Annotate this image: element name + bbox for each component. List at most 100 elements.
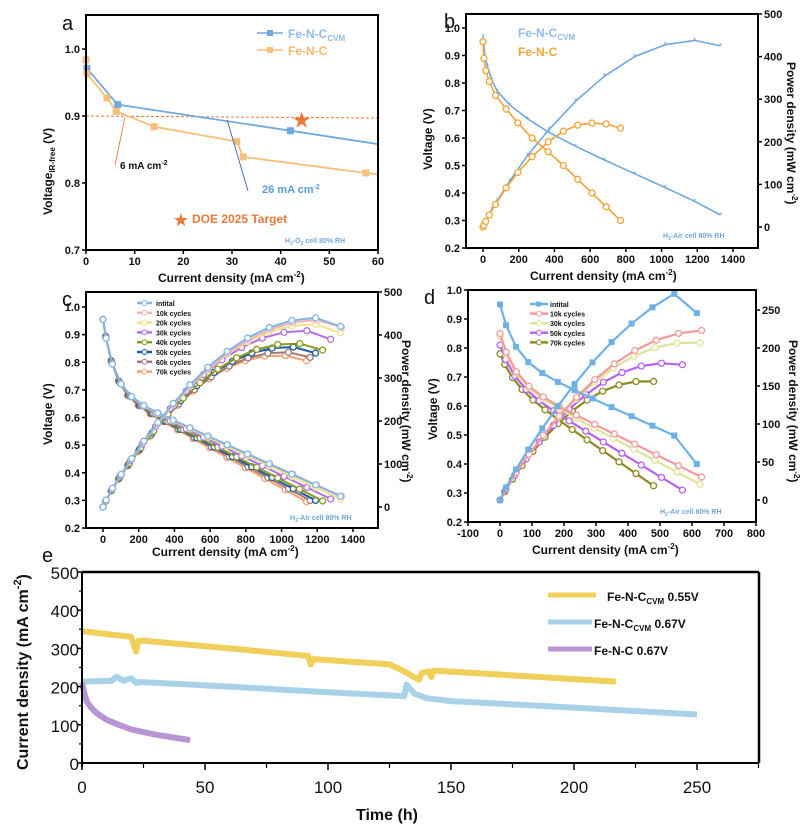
panel-label-b: b — [444, 11, 455, 33]
c-y-tick-label: 0.7 — [65, 385, 80, 397]
d-x-tick-label: 400 — [619, 528, 637, 540]
d-series-intital-power-marker — [628, 320, 635, 327]
d-series-intital-voltage-marker — [571, 387, 578, 394]
d-series-50k-cycles-voltage-marker — [618, 449, 626, 457]
d-x-tick-label: 800 — [747, 528, 765, 540]
c-x-tick-label: 800 — [237, 534, 255, 546]
c-series-intital-power-marker — [186, 381, 194, 389]
b-series-fenc-voltage-marker — [502, 105, 510, 113]
d-series-intital-power-marker — [671, 290, 678, 297]
b-y-tick-label: 0.9 — [445, 51, 460, 63]
c-series-intital-power-marker — [140, 437, 148, 445]
c-legend-marker — [141, 349, 148, 355]
d-x-tick-label: 500 — [651, 528, 669, 540]
d-series-70k-cycles-voltage-marker — [632, 469, 640, 478]
c-series-30k-cycles-voltage-marker — [303, 483, 311, 492]
c-y-tick-label: 0.5 — [65, 440, 80, 452]
b-y-tick-label: 0.5 — [445, 161, 460, 173]
c-series-intital-voltage-marker — [117, 380, 125, 388]
d-series-intital-voltage-marker — [525, 359, 532, 366]
e-x-axis-label: Time (h) — [356, 807, 418, 824]
b-series-cvm-voltage-marker: * — [508, 101, 511, 110]
d-legend-label: 70k cycles — [550, 340, 585, 347]
b-y-axis-label: Voltage (V) — [421, 108, 435, 170]
d-series-50k-cycles-voltage-marker — [599, 438, 608, 446]
c-y-axis-label: Voltage (V) — [41, 383, 55, 445]
b-y2-axis-label: Power density (mW cm-2) — [784, 62, 799, 205]
c-series-intital-power-marker — [99, 503, 107, 511]
c-series-intital-power-marker — [243, 334, 252, 342]
d-series-70k-cycles-power-marker — [615, 381, 623, 389]
b-y2-tick-label: 500 — [764, 9, 782, 21]
c-legend-marker — [141, 309, 148, 316]
b-series-fenc-voltage-marker — [573, 175, 582, 183]
d-series-intital-voltage-marker — [589, 395, 596, 402]
d-series-10k-cycles-voltage-marker — [591, 420, 599, 429]
c-x-tick-label: 1000 — [269, 534, 293, 546]
b-series-fenc-voltage-marker — [602, 203, 610, 211]
d-series-10k-cycles-voltage-marker — [674, 462, 683, 470]
e-x-tick-label: 250 — [683, 778, 711, 797]
b-x-tick-label: 1000 — [649, 254, 673, 266]
c-series-intital-voltage-marker — [312, 481, 320, 489]
b-y2-tick-label: 100 — [764, 179, 782, 191]
b-y-tick-label: 0.2 — [445, 243, 460, 255]
d-series-10k-cycles-voltage-marker — [512, 368, 521, 376]
b-x-tick-label: 0 — [480, 254, 486, 266]
panel-label-a: a — [62, 13, 74, 35]
d-series-10k-cycles-voltage-marker — [525, 382, 533, 390]
e-y-tick-label: 200 — [51, 679, 79, 698]
d-series-intital-power-marker — [649, 304, 656, 311]
d-legend-label: intital — [550, 302, 569, 309]
d-x-tick-label: 300 — [587, 528, 605, 540]
e-y-tick-label: 300 — [51, 640, 79, 659]
c-series-intital-voltage-marker — [336, 492, 345, 500]
c-series-intital-voltage-marker — [223, 441, 231, 449]
a-x-tick-label: 10 — [129, 256, 141, 268]
d-y2-tick-label: 250 — [762, 305, 780, 317]
d-legend-marker — [536, 339, 542, 346]
d-series-intital-power-marker — [525, 446, 532, 453]
d-series-10k-cycles-power-marker — [631, 346, 639, 355]
a-legend-marker-fenc — [267, 47, 273, 53]
d-series-10k-cycles-voltage-marker — [652, 451, 660, 459]
e-y-tick-label: 0 — [70, 755, 79, 774]
c-series-intital-power-marker — [169, 399, 177, 408]
c-series-40k-cycles-power-marker — [296, 339, 304, 348]
c-legend-label: 60k cycles — [156, 360, 191, 367]
d-series-30k-cycles-power-marker — [673, 339, 681, 347]
c-series-intital-voltage-marker — [102, 334, 110, 342]
d-x-tick-label: -100 — [457, 528, 479, 540]
d-x-tick-label: 600 — [683, 528, 701, 540]
panel-b: ****************************020040060080… — [445, 9, 783, 266]
c-series-intital-power-marker — [154, 418, 162, 427]
b-series-fenc-voltage-marker — [588, 189, 596, 197]
e-legend: Fe-N-CCVM 0.55V Fe-N-CCVM 0.67V Fe-N-C 0… — [548, 590, 699, 658]
c-series-intital-power-line — [102, 316, 341, 508]
d-y-tick-label: 0.5 — [447, 430, 462, 442]
d-legend-marker — [536, 329, 542, 336]
b-series-cvm-power-line — [482, 39, 721, 228]
d-series-10k-cycles-power-marker — [652, 336, 660, 344]
d-legend-marker — [536, 310, 542, 317]
d-series-50k-cycles-power-marker — [618, 368, 626, 377]
c-y2-tick-label: 300 — [384, 373, 402, 385]
c-x-tick-label: 600 — [201, 534, 219, 546]
c-x-tick-label: 0 — [100, 534, 106, 546]
e-y-axis-label: Current density (mA cm-2) — [12, 574, 32, 770]
d-series-30k-cycles-voltage-marker — [673, 468, 681, 476]
b-series-cvm-voltage-marker: * — [664, 184, 667, 193]
b-series-fenc-power-line — [482, 122, 621, 228]
b-series-cvm-power-marker: * — [633, 53, 636, 62]
b-series-cvm-power-marker: * — [603, 72, 606, 81]
b-series-cvm-power-marker: * — [548, 125, 551, 134]
d-series-30k-cycles-power-marker — [651, 344, 659, 352]
c-series-20k-cycles-voltage-line — [102, 319, 341, 500]
d-legend: intital 10k cycles 30k cycles 50k cycles 70k… — [530, 301, 585, 347]
c-series-60k-cycles-power-marker — [264, 349, 272, 357]
d-series-intital-power-marker — [589, 359, 596, 366]
b-y-tick-label: 0.6 — [445, 133, 460, 145]
d-y-axis-label: Voltage (V) — [426, 378, 440, 440]
b-axis-frame — [465, 13, 759, 249]
c-y-tick-label: 0.6 — [65, 413, 80, 425]
